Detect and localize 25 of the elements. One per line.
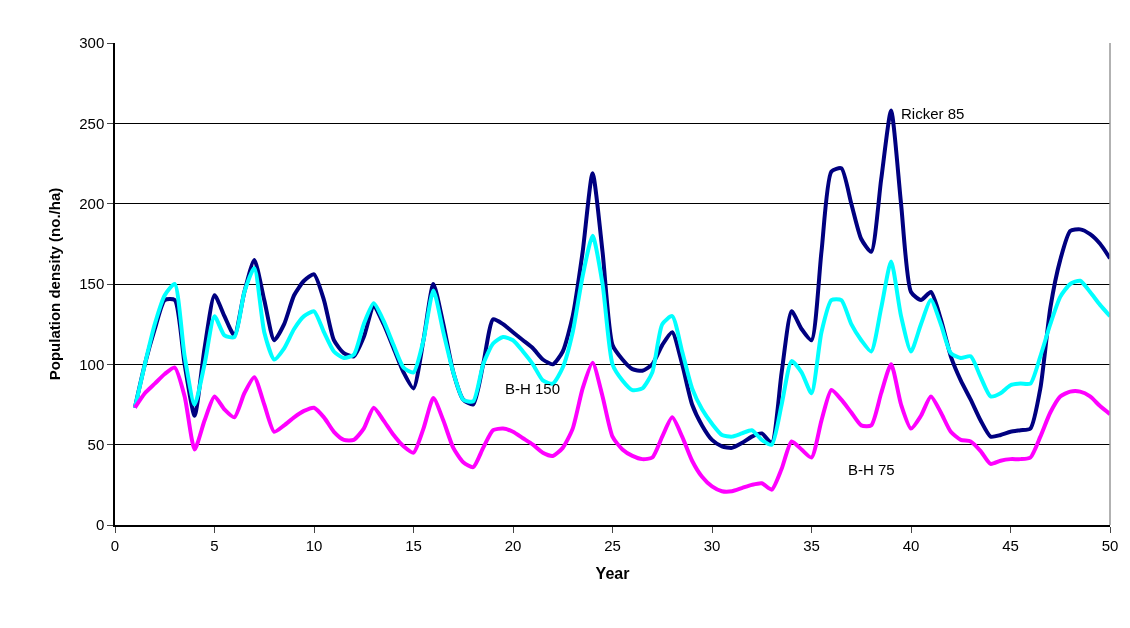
series-label: Ricker 85 (901, 105, 965, 122)
y-tick-label: 250 (79, 114, 105, 132)
x-tick-label: 45 (1002, 536, 1019, 554)
y-tick-label: 50 (87, 435, 105, 453)
y-tick-label: 300 (79, 34, 105, 52)
x-tick-label: 0 (110, 536, 120, 554)
text: B-H 75 (848, 461, 895, 478)
x-tick-label: 10 (305, 536, 323, 554)
x-tick-label: 30 (703, 536, 721, 554)
y-tick-label: 150 (79, 275, 105, 293)
series-label: B-H 150 (505, 380, 561, 397)
line-series (132, 233, 1110, 447)
x-tick-label: 35 (803, 536, 820, 554)
y-tick-label: 200 (79, 194, 105, 212)
x-tick-label: 15 (405, 536, 422, 554)
x-tick-label: 25 (604, 536, 621, 554)
x-tick-label: 5 (210, 536, 219, 554)
y-axis-title: Population density (no./ha) (45, 187, 63, 381)
y-tick-label: 0 (95, 516, 105, 534)
line-series (132, 360, 1110, 494)
x-tick-label: 50 (1101, 536, 1119, 554)
x-axis-title: Year (595, 564, 630, 582)
x-tick-label: 40 (902, 536, 920, 554)
y-tick-label: 100 (79, 355, 105, 373)
x-tick-label: 20 (504, 536, 522, 554)
